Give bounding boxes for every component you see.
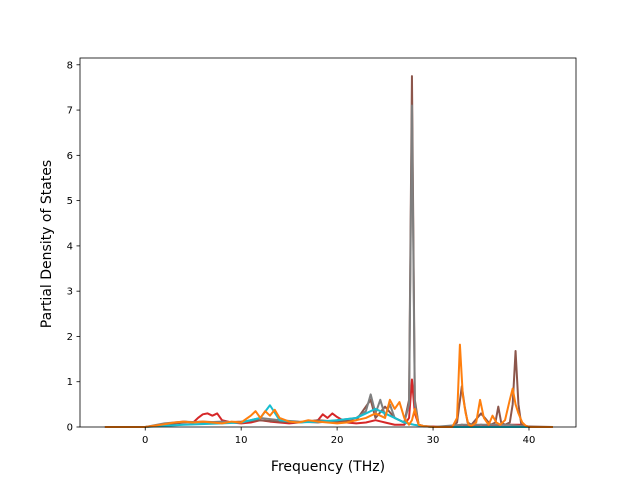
x-tick-label: 20: [331, 435, 344, 446]
series-layer: [104, 75, 553, 428]
y-tick-label: 3: [67, 287, 73, 298]
y-tick-label: 1: [67, 377, 73, 388]
plot-frame: [79, 57, 577, 428]
y-tick-label: 4: [67, 241, 73, 252]
y-tick-label: 0: [67, 423, 73, 434]
series-line-5: [104, 343, 553, 428]
x-axis-ticks: 0 10 20 30 40: [142, 427, 535, 446]
y-tick-label: 6: [67, 151, 73, 162]
x-tick-label: 0: [142, 435, 148, 446]
x-tick-label: 30: [427, 435, 440, 446]
x-tick-label: 40: [523, 435, 536, 446]
y-axis-label: Partial Density of States: [39, 160, 55, 328]
y-tick-label: 2: [67, 332, 73, 343]
y-tick-label: 7: [67, 106, 73, 117]
y-tick-label: 8: [67, 60, 73, 71]
x-axis-label: Frequency (THz): [271, 459, 385, 475]
y-tick-label: 5: [67, 196, 73, 207]
x-tick-label: 10: [235, 435, 248, 446]
y-axis-ticks: 0 1 2 3 4 5 6 7 8: [67, 60, 80, 434]
